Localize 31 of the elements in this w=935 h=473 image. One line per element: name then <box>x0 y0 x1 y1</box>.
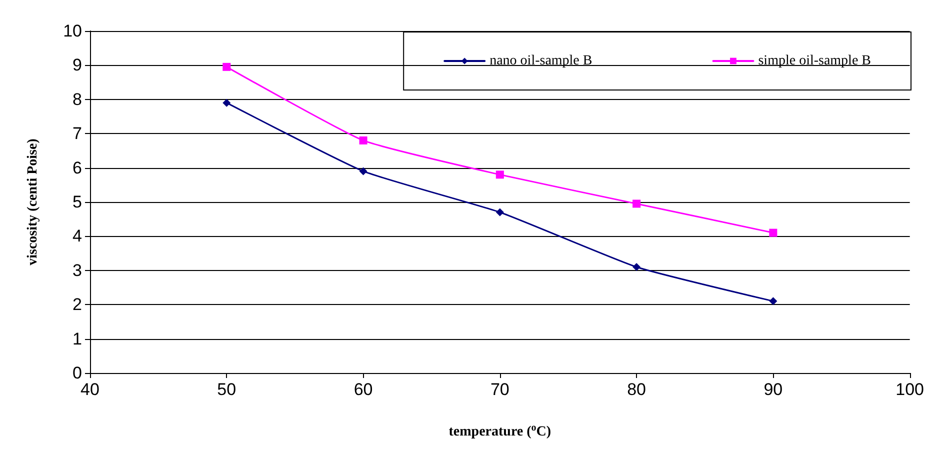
legend-label: simple oil-sample B <box>758 54 871 68</box>
legend-label: nano oil-sample B <box>490 54 592 68</box>
x-tick-label: 70 <box>490 380 510 399</box>
y-tick-label: 0 <box>72 364 82 382</box>
x-tick-label: 80 <box>627 380 646 399</box>
point <box>632 262 641 271</box>
y-axis-title: viscosity (centi Poise) <box>26 138 40 266</box>
y-tick-label: 2 <box>72 295 82 314</box>
x-tick-label: 50 <box>217 380 236 399</box>
point <box>496 170 504 179</box>
y-tick-label: 6 <box>72 158 82 178</box>
y-tick-label: 10 <box>63 22 82 40</box>
point <box>769 297 778 306</box>
x-tick-label: 90 <box>764 380 783 399</box>
y-tick-label: 1 <box>72 329 82 348</box>
y-tick-label: 5 <box>72 192 82 212</box>
point <box>359 136 368 144</box>
point <box>769 228 778 237</box>
x-tick-label: 40 <box>80 380 100 399</box>
x-tick-label: 100 <box>896 380 924 399</box>
y-tick-label: 8 <box>72 90 82 109</box>
y-tick-label: 3 <box>72 260 82 280</box>
point <box>222 98 231 107</box>
y-tick-label: 9 <box>72 56 82 75</box>
point <box>222 62 231 71</box>
y-tick-label: 7 <box>72 124 82 144</box>
point <box>359 167 368 176</box>
point <box>496 208 504 216</box>
x-tick-label: 60 <box>354 380 373 399</box>
point <box>632 200 641 208</box>
y-tick-label: 4 <box>72 226 82 246</box>
